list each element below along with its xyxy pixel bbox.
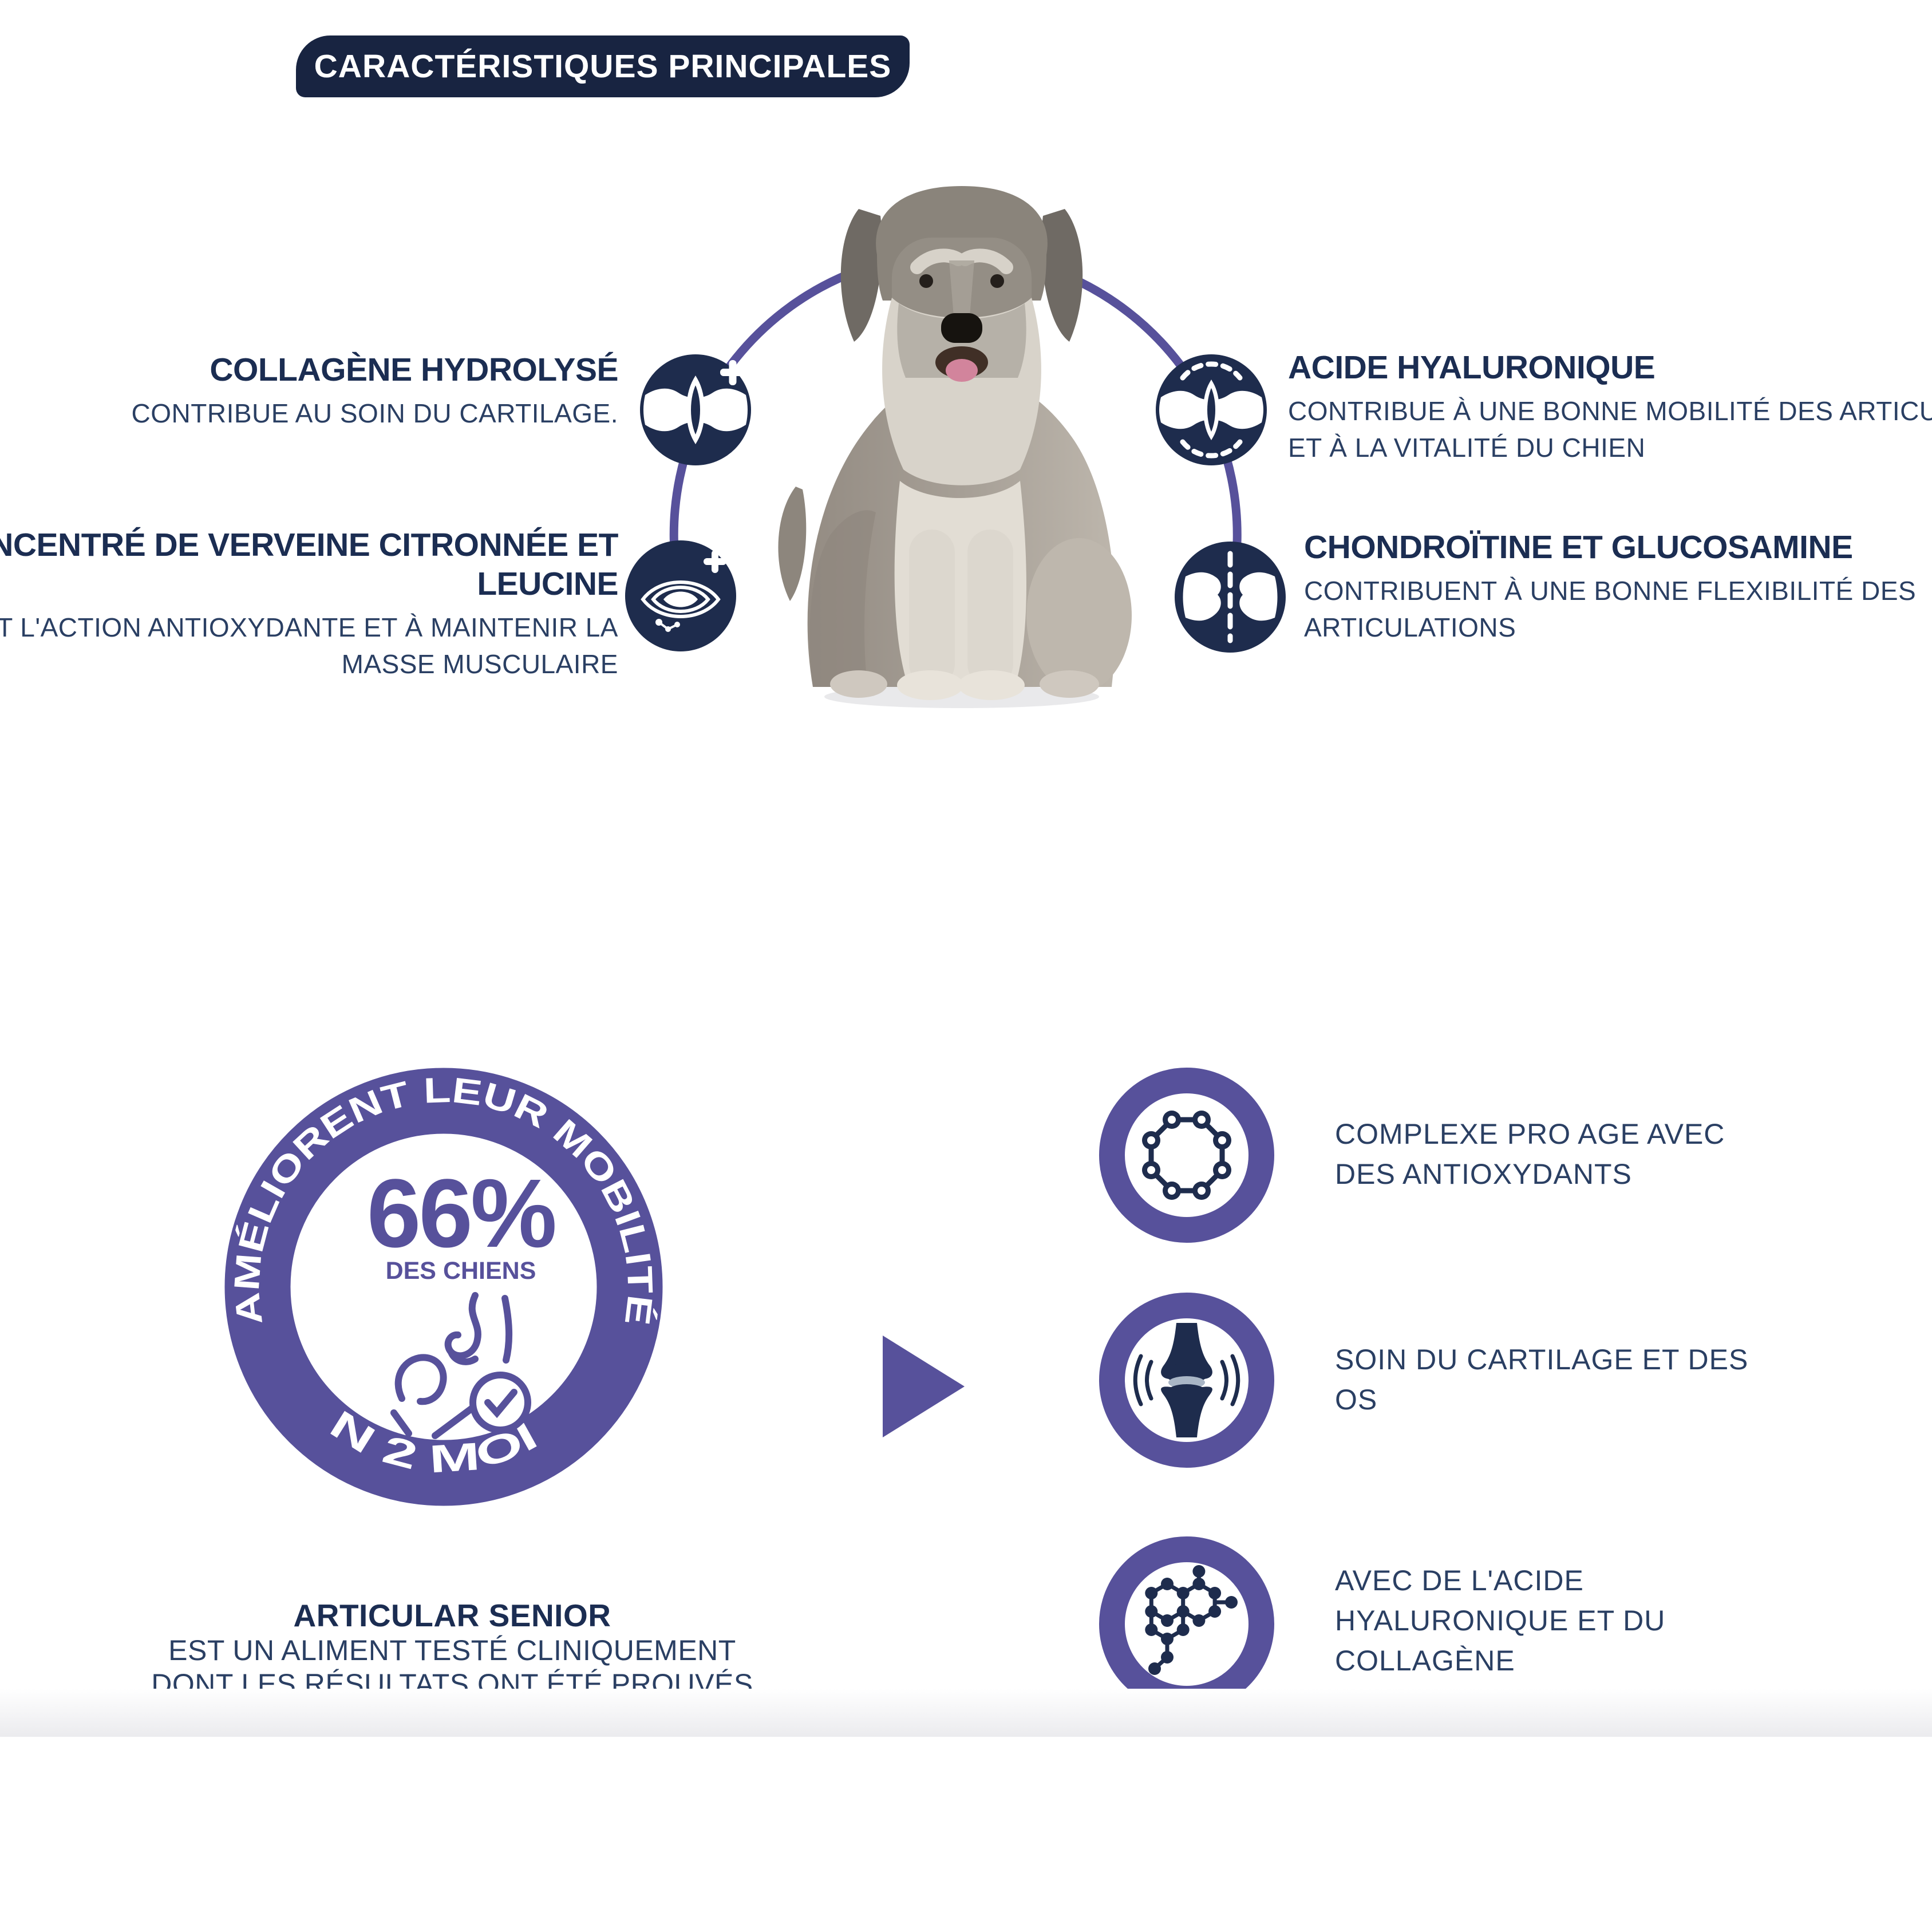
benefit-line: HYALURONIQUE ET DU	[1335, 1605, 1666, 1637]
benefit-cartilage-bones: SOIN DU CARTILAGE ET DES OS	[1335, 1340, 1748, 1420]
feature-desc: ARTICULATIONS	[1304, 613, 1516, 642]
joint-mobility-icon	[1156, 354, 1267, 465]
benefit-line: SOIN DU CARTILAGE ET DES	[1335, 1344, 1749, 1376]
feature-title: CHONDROÏTINE ET GLUCOSAMINE	[1304, 529, 1853, 566]
benefit-line: COMPLEXE PRO AGE AVEC	[1335, 1118, 1725, 1150]
muscle-plus-icon	[625, 540, 736, 651]
feature-desc: ET À LA VITALITÉ DU CHIEN	[1288, 433, 1646, 463]
feature-collagen: COLLAGÈNE HYDROLYSÉ CONTRIBUE AU SOIN DU…	[131, 350, 619, 432]
benefit-hyaluronic-collagen: AVEC DE L'ACIDE HYALURONIQUE ET DU COLLA…	[1335, 1560, 1665, 1681]
clinical-claim: ARTICULAR SENIOR EST UN ALIMENT TESTÉ CL…	[109, 1597, 796, 1701]
arrow-right-icon	[883, 1336, 965, 1437]
feature-title: CONCENTRÉ DE VERVEINE CITRONNÉE ET	[0, 527, 618, 563]
dog-joint-check-icon	[390, 1292, 531, 1439]
schnauzer-dog-photo	[778, 186, 1132, 708]
stat-value: 66%	[367, 1159, 555, 1268]
feature-desc: CONTRIBUE À UNE BONNE MOBILITÉ DES ARTIC…	[1288, 396, 1932, 426]
section-divider	[0, 1689, 1932, 1737]
feature-title: LEUCINE	[477, 566, 618, 602]
bone-glucosamine-icon	[1175, 542, 1286, 653]
benefit-antioxidants: COMPLEXE PRO AGE AVEC DES ANTIOXYDANTS	[1335, 1114, 1725, 1194]
feature-acide-hyaluronique: ACIDE HYALURONIQUE CONTRIBUE À UNE BONNE…	[1288, 348, 1932, 466]
benefit-line: AVEC DE L'ACIDE	[1335, 1564, 1584, 1597]
feature-desc: AIDENT L'ACTION ANTIOXYDANTE ET À MAINTE…	[0, 613, 618, 642]
section-header-badge: CARACTÉRISTIQUES PRINCIPALES	[296, 35, 910, 97]
hyaluronic-collagen-molecule-icon	[1099, 1536, 1274, 1712]
stat-caption: DES CHIENS	[386, 1257, 536, 1285]
feature-desc: CONTRIBUENT À UNE BONNE FLEXIBILITÉ DES	[1304, 576, 1917, 606]
stat-roundel: AMÉLIORENT LEUR MOBILITÉ EN 2 MOIS* 66% …	[224, 1068, 663, 1506]
claim-line: EST UN ALIMENT TESTÉ CLINIQUEMENT	[168, 1634, 736, 1666]
benefit-line: DES ANTIOXYDANTS	[1335, 1158, 1632, 1190]
feature-chondroitine-glucosamine: CHONDROÏTINE ET GLUCOSAMINE CONTRIBUENT …	[1304, 528, 1916, 646]
benefit-line: COLLAGÈNE	[1335, 1645, 1515, 1677]
product-name: ARTICULAR SENIOR	[293, 1598, 611, 1633]
feature-title: COLLAGÈNE HYDROLYSÉ	[210, 351, 618, 388]
cartilage-plus-icon	[640, 354, 751, 465]
feature-desc: MASSE MUSCULAIRE	[341, 649, 618, 679]
feature-title: ACIDE HYALURONIQUE	[1288, 349, 1656, 386]
cartilage-bone-care-icon	[1099, 1293, 1274, 1468]
feature-verveine-leucine: CONCENTRÉ DE VERVEINE CITRONNÉE ET LEUCI…	[0, 526, 618, 682]
feature-desc: CONTRIBUE AU SOIN DU CARTILAGE.	[131, 398, 618, 428]
section-title: CARACTÉRISTIQUES PRINCIPALES	[314, 48, 892, 85]
antioxidant-molecule-icon	[1099, 1068, 1274, 1243]
benefit-line: OS	[1335, 1384, 1378, 1416]
